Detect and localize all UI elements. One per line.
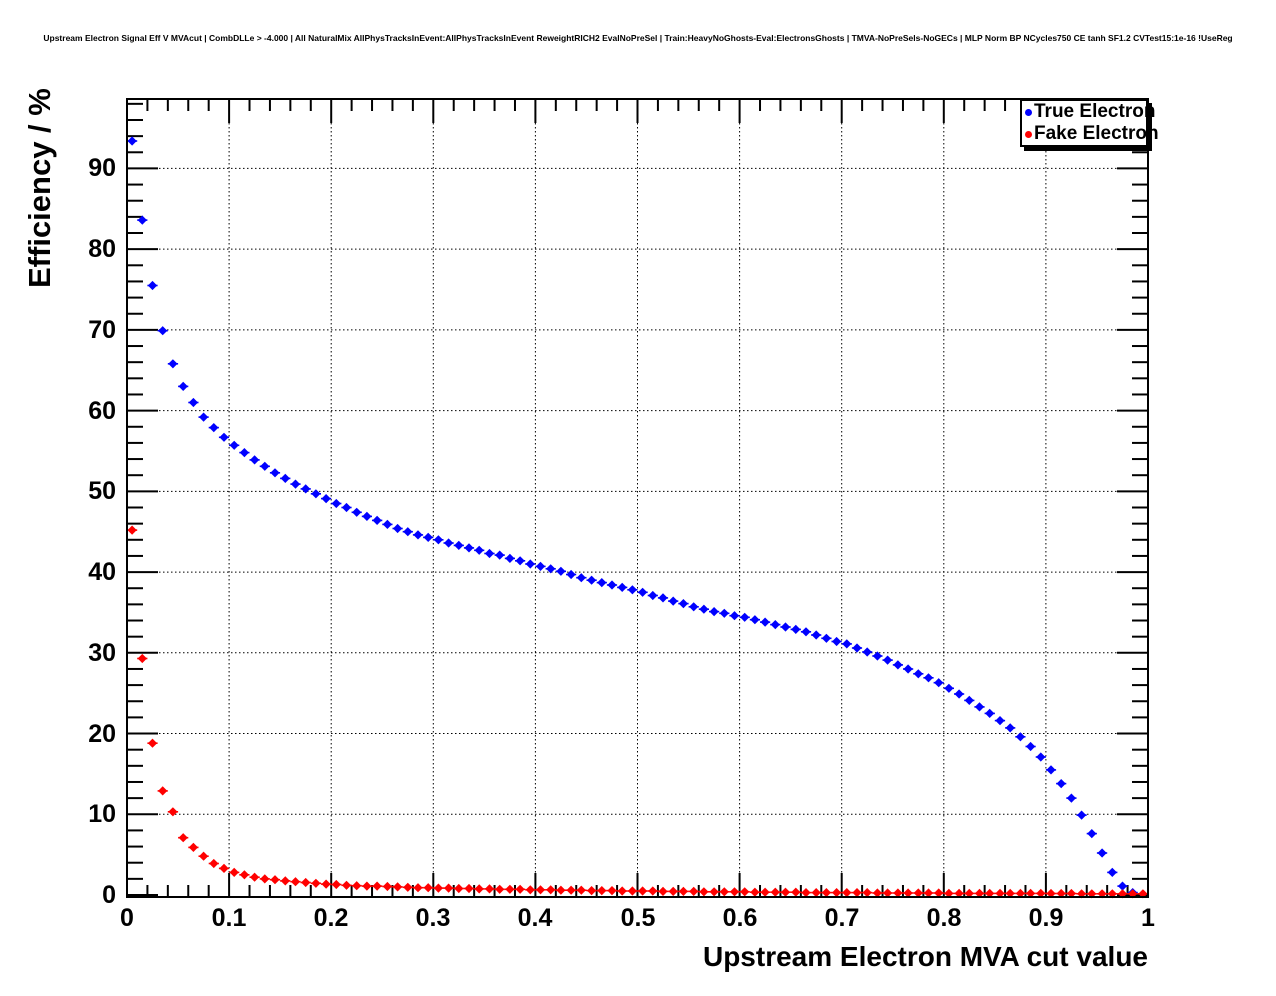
x-axis-title: Upstream Electron MVA cut value <box>702 941 1148 972</box>
y-tick-label: 50 <box>88 477 116 505</box>
x-tick-label: 0.6 <box>722 904 758 932</box>
legend: True Electron Fake Electron <box>1020 99 1159 147</box>
legend-item-true-electron: True Electron <box>1022 101 1155 123</box>
y-tick-label: 80 <box>88 235 116 263</box>
x-tick-label: 0.2 <box>313 904 349 932</box>
x-tick-label: 0.5 <box>620 904 656 932</box>
y-tick-label: 70 <box>88 316 116 344</box>
y-tick-label: 60 <box>88 397 116 425</box>
grid-lines <box>127 99 1148 897</box>
y-tick-label: 40 <box>88 558 116 586</box>
y-tick-label: 10 <box>88 800 116 828</box>
x-axis-ticks <box>126 99 1149 897</box>
y-axis-ticks <box>127 102 1148 896</box>
y-tick-label: 90 <box>88 154 116 182</box>
y-tick-label: 20 <box>88 720 116 748</box>
true-electron-series <box>127 136 1138 898</box>
legend-item-fake-electron: Fake Electron <box>1022 123 1159 145</box>
fake-electron-marker-icon <box>1025 130 1032 138</box>
plot-title: Upstream Electron Signal Eff V MVAcut | … <box>43 33 1233 43</box>
x-tick-label: 0.4 <box>517 904 553 932</box>
x-tick-label: 1 <box>1141 904 1155 932</box>
x-tick-label: 0 <box>120 904 134 932</box>
y-axis-title: Efficiency / % <box>22 88 57 288</box>
x-tick-label: 0.9 <box>1028 904 1064 932</box>
x-tick-label: 0.1 <box>211 904 247 932</box>
legend-label-fake-electron: Fake Electron <box>1034 123 1159 144</box>
legend-label-true-electron: True Electron <box>1034 101 1156 122</box>
plot-frame <box>126 98 1149 898</box>
y-tick-label: 0 <box>102 881 116 909</box>
x-tick-label: 0.3 <box>415 904 451 932</box>
fake-electron-series <box>127 525 1148 899</box>
true-electron-marker-icon <box>1025 108 1032 116</box>
x-tick-label: 0.7 <box>824 904 860 932</box>
x-tick-label: 0.8 <box>926 904 962 932</box>
y-tick-label: 30 <box>88 639 116 667</box>
